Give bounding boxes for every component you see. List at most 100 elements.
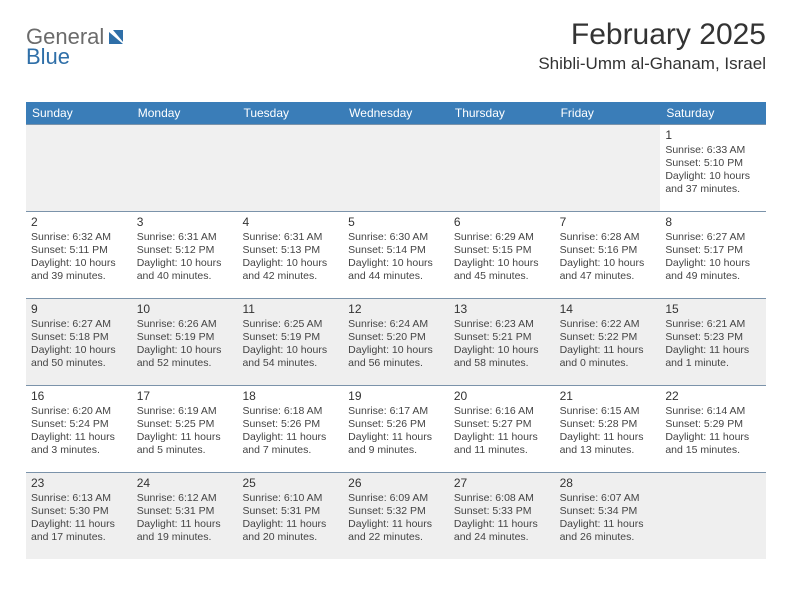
- daylight-text: Daylight: 11 hours and 9 minutes.: [348, 431, 444, 457]
- sunset-text: Sunset: 5:26 PM: [348, 418, 444, 431]
- sunrise-text: Sunrise: 6:20 AM: [31, 405, 127, 418]
- day-cell: 21Sunrise: 6:15 AMSunset: 5:28 PMDayligh…: [555, 386, 661, 472]
- sunset-text: Sunset: 5:34 PM: [560, 505, 656, 518]
- daylight-text: Daylight: 11 hours and 1 minute.: [665, 344, 761, 370]
- sunrise-text: Sunrise: 6:28 AM: [560, 231, 656, 244]
- dow-cell: Tuesday: [237, 102, 343, 124]
- week-row: 23Sunrise: 6:13 AMSunset: 5:30 PMDayligh…: [26, 472, 766, 559]
- daylight-text: Daylight: 10 hours and 50 minutes.: [31, 344, 127, 370]
- day-number: 23: [31, 476, 127, 491]
- sunrise-text: Sunrise: 6:32 AM: [31, 231, 127, 244]
- sunrise-text: Sunrise: 6:24 AM: [348, 318, 444, 331]
- week-row: 1Sunrise: 6:33 AMSunset: 5:10 PMDaylight…: [26, 124, 766, 211]
- day-cell: 22Sunrise: 6:14 AMSunset: 5:29 PMDayligh…: [660, 386, 766, 472]
- sunset-text: Sunset: 5:12 PM: [137, 244, 233, 257]
- daylight-text: Daylight: 10 hours and 37 minutes.: [665, 170, 761, 196]
- sunrise-text: Sunrise: 6:27 AM: [665, 231, 761, 244]
- day-cell: 23Sunrise: 6:13 AMSunset: 5:30 PMDayligh…: [26, 473, 132, 559]
- sunset-text: Sunset: 5:14 PM: [348, 244, 444, 257]
- day-number: 4: [242, 215, 338, 230]
- daylight-text: Daylight: 10 hours and 54 minutes.: [242, 344, 338, 370]
- sunrise-text: Sunrise: 6:13 AM: [31, 492, 127, 505]
- day-cell: 24Sunrise: 6:12 AMSunset: 5:31 PMDayligh…: [132, 473, 238, 559]
- sunrise-text: Sunrise: 6:17 AM: [348, 405, 444, 418]
- week-row: 2Sunrise: 6:32 AMSunset: 5:11 PM Daylight…: [26, 211, 766, 298]
- day-cell: 2Sunrise: 6:32 AMSunset: 5:11 PMDaylight…: [26, 212, 132, 298]
- sunrise-text: Sunrise: 6:25 AM: [242, 318, 338, 331]
- day-number: 6: [454, 215, 550, 230]
- day-number: 13: [454, 302, 550, 317]
- daylight-text: Daylight: 10 hours and 47 minutes.: [560, 257, 656, 283]
- sunrise-text: Sunrise: 6:33 AM: [665, 144, 761, 157]
- daylight-text: Daylight: 11 hours and 26 minutes.: [560, 518, 656, 544]
- day-cell: 13Sunrise: 6:23 AMSunset: 5:21 PMDayligh…: [449, 299, 555, 385]
- sunrise-text: Sunrise: 6:23 AM: [454, 318, 550, 331]
- sunset-text: Sunset: 5:33 PM: [454, 505, 550, 518]
- sunset-text: Sunset: 5:23 PM: [665, 331, 761, 344]
- day-cell: 5Sunrise: 6:30 AMSunset: 5:14 PMDaylight…: [343, 212, 449, 298]
- sunrise-text: Sunrise: 6:19 AM: [137, 405, 233, 418]
- sunrise-text: Sunrise: 6:16 AM: [454, 405, 550, 418]
- dow-cell: Sunday: [26, 102, 132, 124]
- daylight-text: Daylight: 11 hours and 5 minutes.: [137, 431, 233, 457]
- day-cell: 7Sunrise: 6:28 AMSunset: 5:16 PMDaylight…: [555, 212, 661, 298]
- day-cell: [660, 473, 766, 559]
- day-cell: 3Sunrise: 6:31 AMSunset: 5:12 PMDaylight…: [132, 212, 238, 298]
- dow-header-row: SundayMondayTuesdayWednesdayThursdayFrid…: [26, 102, 766, 124]
- day-number: 11: [242, 302, 338, 317]
- day-number: 25: [242, 476, 338, 491]
- daylight-text: Daylight: 10 hours and 58 minutes.: [454, 344, 550, 370]
- dow-cell: Monday: [132, 102, 238, 124]
- title-block: February 2025 Shibli-Umm al-Ghanam, Isra…: [538, 18, 766, 74]
- sunset-text: Sunset: 5:24 PM: [31, 418, 127, 431]
- sunset-text: Sunset: 5:17 PM: [665, 244, 761, 257]
- day-number: 3: [137, 215, 233, 230]
- day-cell: 6Sunrise: 6:29 AMSunset: 5:15 PMDaylight…: [449, 212, 555, 298]
- day-cell: 14Sunrise: 6:22 AMSunset: 5:22 PMDayligh…: [555, 299, 661, 385]
- sunrise-text: Sunrise: 6:18 AM: [242, 405, 338, 418]
- daylight-text: Daylight: 10 hours and 52 minutes.: [137, 344, 233, 370]
- sunrise-text: Sunrise: 6:31 AM: [242, 231, 338, 244]
- sunset-text: Sunset: 5:10 PM: [665, 157, 761, 170]
- sunset-text: Sunset: 5:11 PM: [31, 244, 127, 257]
- day-number: 28: [560, 476, 656, 491]
- day-cell: 28Sunrise: 6:07 AMSunset: 5:34 PMDayligh…: [555, 473, 661, 559]
- day-number: 14: [560, 302, 656, 317]
- day-cell: 17Sunrise: 6:19 AMSunset: 5:25 PMDayligh…: [132, 386, 238, 472]
- sunset-text: Sunset: 5:29 PM: [665, 418, 761, 431]
- dow-cell: Wednesday: [343, 102, 449, 124]
- daylight-text: Daylight: 10 hours and 56 minutes.: [348, 344, 444, 370]
- sunrise-text: Sunrise: 6:27 AM: [31, 318, 127, 331]
- daylight-text: Daylight: 11 hours and 11 minutes.: [454, 431, 550, 457]
- day-number: 17: [137, 389, 233, 404]
- sunrise-text: Sunrise: 6:10 AM: [242, 492, 338, 505]
- daylight-text: Daylight: 11 hours and 15 minutes.: [665, 431, 761, 457]
- day-cell: 11Sunrise: 6:25 AMSunset: 5:19 PMDayligh…: [237, 299, 343, 385]
- location-label: Shibli-Umm al-Ghanam, Israel: [538, 54, 766, 74]
- day-number: 19: [348, 389, 444, 404]
- daylight-text: Daylight: 11 hours and 17 minutes.: [31, 518, 127, 544]
- sunset-text: Sunset: 5:20 PM: [348, 331, 444, 344]
- daylight-text: Daylight: 11 hours and 22 minutes.: [348, 518, 444, 544]
- day-number: 24: [137, 476, 233, 491]
- day-cell: 4Sunrise: 6:31 AMSunset: 5:13 PMDaylight…: [237, 212, 343, 298]
- calendar-page: General February 2025 Shibli-Umm al-Ghan…: [0, 0, 792, 612]
- sunset-text: Sunset: 5:27 PM: [454, 418, 550, 431]
- daylight-text: Daylight: 11 hours and 3 minutes.: [31, 431, 127, 457]
- sunrise-text: Sunrise: 6:26 AM: [137, 318, 233, 331]
- sunset-text: Sunset: 5:26 PM: [242, 418, 338, 431]
- day-cell: [237, 125, 343, 211]
- day-cell: [343, 125, 449, 211]
- day-number: 1: [665, 128, 761, 143]
- day-cell: [26, 125, 132, 211]
- sunset-text: Sunset: 5:25 PM: [137, 418, 233, 431]
- day-number: 2: [31, 215, 127, 230]
- day-number: 26: [348, 476, 444, 491]
- sunrise-text: Sunrise: 6:30 AM: [348, 231, 444, 244]
- day-cell: 27Sunrise: 6:08 AMSunset: 5:33 PMDayligh…: [449, 473, 555, 559]
- week-row: 16Sunrise: 6:20 AMSunset: 5:24 PMDayligh…: [26, 385, 766, 472]
- day-cell: [132, 125, 238, 211]
- day-number: 21: [560, 389, 656, 404]
- day-number: 10: [137, 302, 233, 317]
- day-cell: 20Sunrise: 6:16 AMSunset: 5:27 PMDayligh…: [449, 386, 555, 472]
